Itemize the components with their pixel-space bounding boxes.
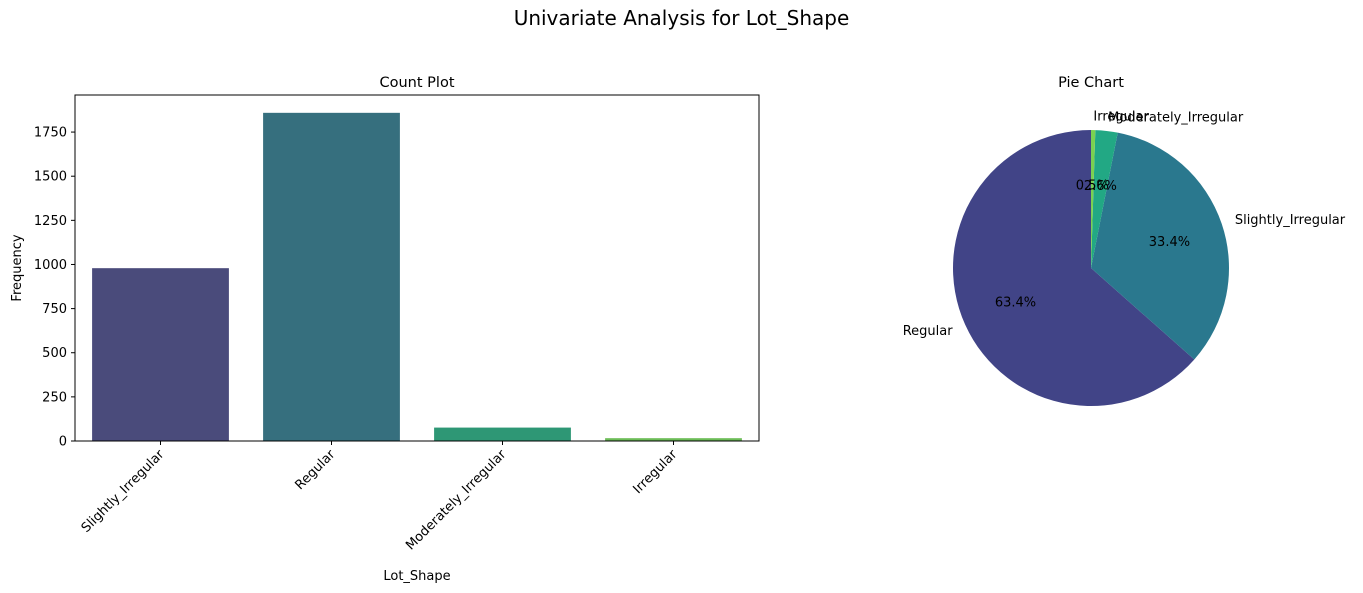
bar-regular (263, 112, 400, 441)
y-tick-label: 0 (59, 435, 67, 450)
count-plot-title: Count Plot (380, 75, 455, 91)
pie-pct-regular: 63.4% (995, 295, 1036, 310)
y-axis-label: Frequency (10, 234, 25, 301)
y-tick-label: 1250 (34, 214, 67, 229)
y-tick-label: 750 (42, 302, 67, 317)
pie-slice-moderately-irregular (1091, 130, 1118, 268)
y-tick-label: 1750 (34, 126, 67, 141)
pie-label-slightly-irregular: Slightly_Irregular (1235, 213, 1346, 228)
pie-slice-regular (953, 130, 1195, 406)
pie-slice-irregular (1091, 130, 1096, 268)
y-tick-label: 1000 (34, 258, 67, 273)
pie-slice-slightly-irregular (1091, 132, 1229, 360)
pie-label-moderately-irregular: Moderately_Irregular (1108, 111, 1244, 126)
bar-irregular (605, 438, 742, 441)
figure-title: Univariate Analysis for Lot_Shape (513, 6, 850, 30)
y-tick-label: 1500 (34, 170, 67, 185)
x-tick-label: Irregular (631, 447, 681, 497)
count-plot-frame (74, 94, 760, 442)
pie-chart: Pie Chart Regular 63.4% Slightly_Irregular 3… (903, 75, 1346, 406)
bar-moderately-irregular (434, 427, 571, 441)
pie-label-regular: Regular (903, 324, 954, 339)
count-plot: Count Plot Slightly_Irregular Regular Moder… (10, 75, 760, 584)
y-tick-label: 250 (42, 390, 67, 405)
x-tick-label: Regular (292, 447, 338, 493)
pie-pct-slightly-irregular: 33.4% (1149, 235, 1190, 250)
y-tick-label: 500 (42, 346, 67, 361)
bar-slightly-irregular (92, 268, 229, 441)
x-axis-label: Lot_Shape (383, 569, 450, 584)
pie-label-irregular: Irregular (1093, 110, 1149, 125)
pie-chart-title: Pie Chart (1058, 75, 1124, 91)
x-tick-label: Moderately_Irregular (403, 447, 510, 554)
x-tick-label: Slightly_Irregular (79, 447, 168, 536)
pie-pct-irregular: 0.5% (1076, 179, 1109, 194)
